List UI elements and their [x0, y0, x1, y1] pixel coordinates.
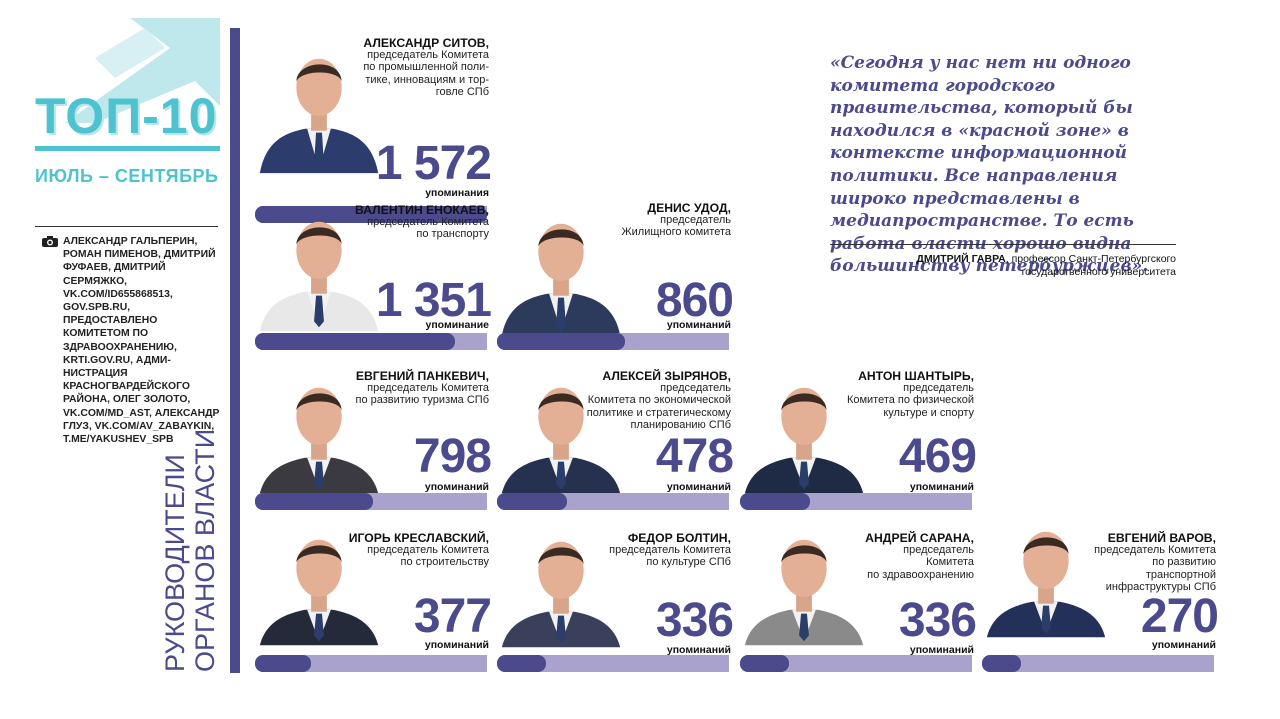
mention-bar-fill: [255, 206, 487, 223]
person-name: ЕВГЕНИЙ ВАРОВ,: [1107, 531, 1216, 545]
mention-bar-fill: [255, 333, 455, 350]
mention-count: 336: [898, 594, 977, 647]
title-underline: [35, 146, 220, 151]
mention-count: 478: [655, 430, 734, 483]
mention-count: 270: [1140, 590, 1219, 643]
mention-bar: [740, 493, 972, 510]
person-card: ДЕНИС УДОД, председатель Жилищного комите…: [497, 201, 734, 361]
mention-bar: [982, 655, 1214, 672]
mention-bar: [740, 655, 972, 672]
person-photo: [501, 387, 621, 494]
person-role: председатель Комитета по развитию трансп…: [1094, 544, 1216, 594]
section-divider-bar: [230, 28, 240, 673]
person-name: АЛЕКСЕЙ ЗЫРЯНОВ,: [602, 369, 731, 383]
mention-bar: [497, 655, 729, 672]
rising-arrow-graphic: [65, 18, 220, 123]
person-card: АЛЕКСЕЙ ЗЫРЯНОВ, председатель Комитета по…: [497, 369, 734, 529]
mention-bar: [255, 493, 487, 510]
mention-bar-fill: [982, 655, 1021, 672]
mention-bar: [255, 206, 487, 223]
person-card: ФЕДОР БОЛТИН, председатель Комитета по ку…: [497, 531, 734, 691]
mention-bar-fill: [255, 493, 373, 510]
mention-count: 469: [898, 430, 977, 483]
person-name: ЕВГЕНИЙ ПАНКЕВИЧ,: [355, 369, 489, 383]
person-role: председатель Комитета по промышленной по…: [363, 49, 489, 99]
credits-divider: [35, 226, 218, 227]
mention-label: упоминаний: [666, 481, 731, 493]
person-card: ИГОРЬ КРЕСЛАВСКИЙ, председатель Комитета …: [255, 531, 492, 691]
person-name: ФЕДОР БОЛТИН,: [627, 531, 731, 545]
mention-count: 1 572: [375, 137, 492, 190]
quote-author-role: , профессор Санкт-Петербургского государ…: [1005, 253, 1176, 278]
person-photo: [259, 387, 379, 494]
person-name: АНТОН ШАНТЫРЬ,: [858, 369, 974, 383]
person-role: председатель Комитета по развитию туризм…: [355, 382, 490, 407]
person-card: АНДРЕЙ САРАНА, председатель Комитета по з…: [740, 531, 977, 691]
mention-bar-fill: [740, 493, 810, 510]
mention-bar: [497, 333, 729, 350]
mention-bar-fill: [740, 655, 789, 672]
person-photo: [259, 58, 379, 174]
mention-bar-fill: [497, 655, 546, 672]
mention-label: упоминаний: [1151, 639, 1216, 651]
quote-attribution: ДМИТРИЙ ГАВРА, профессор Санкт-Петербург…: [830, 253, 1176, 279]
person-photo: [744, 387, 864, 494]
person-photo: [744, 539, 864, 646]
mention-bar: [497, 493, 729, 510]
person-role: председатель Жилищного комитета: [621, 214, 731, 239]
person-card: АЛЕКСАНДР СИТОВ, председатель Комитета по…: [255, 36, 492, 223]
person-role: председатель Комитета по физической куль…: [846, 382, 974, 419]
mention-label: упоминаний: [424, 639, 489, 651]
mention-count: 1 351: [375, 274, 492, 327]
mention-bar-fill: [255, 655, 311, 672]
person-name: АНДРЕЙ САРАНА,: [865, 531, 974, 545]
mention-bar-fill: [497, 493, 567, 510]
person-role: председатель Комитета по культуре СПб: [609, 544, 731, 569]
person-card: ЕВГЕНИЙ ПАНКЕВИЧ, председатель Комитета п…: [255, 369, 492, 529]
mention-count: 377: [413, 590, 492, 643]
mention-bar-fill: [497, 333, 625, 350]
person-role: председатель Комитета по здравоохранению: [867, 544, 974, 581]
person-card: АНТОН ШАНТЫРЬ, председатель Комитета по ф…: [740, 369, 977, 529]
section-title-line1: РУКОВОДИТЕЛИ: [160, 454, 190, 672]
mention-count: 798: [413, 430, 492, 483]
mention-label: упоминаний: [666, 644, 731, 656]
mention-label: упоминаний: [909, 644, 974, 656]
mention-label: упоминания: [425, 187, 489, 199]
mention-label: упоминание: [425, 319, 490, 331]
period-label: ИЮЛЬ – СЕНТЯБРЬ: [35, 166, 219, 186]
person-role: председатель Комитета по транспорту: [367, 216, 489, 241]
person-card: ЕВГЕНИЙ ВАРОВ, председатель Комитета по р…: [982, 531, 1219, 691]
mention-label: упоминаний: [666, 319, 731, 331]
person-role: председатель Комитета по строительству: [367, 544, 489, 569]
person-name: ИГОРЬ КРЕСЛАВСКИЙ,: [348, 531, 489, 545]
mention-label: упоминаний: [424, 481, 489, 493]
person-name: ДЕНИС УДОД,: [647, 201, 731, 215]
person-photo: [259, 221, 379, 332]
person-card: ВАЛЕНТИН ЕНОКАЕВ, председатель Комитета п…: [255, 203, 492, 363]
camera-icon: [42, 236, 58, 247]
person-role: председатель Комитета по экономической п…: [586, 382, 731, 432]
mention-count: 336: [655, 594, 734, 647]
quote-author: ДМИТРИЙ ГАВРА: [916, 253, 1006, 265]
person-photo: [986, 531, 1106, 638]
person-name: ВАЛЕНТИН ЕНОКАЕВ,: [355, 203, 489, 217]
mention-bar: [255, 655, 487, 672]
quote-divider: [830, 244, 1176, 245]
mention-bar: [255, 333, 487, 350]
section-title: РУКОВОДИТЕЛИ ОРГАНОВ ВЛАСТИ: [160, 429, 220, 672]
mention-label: упоминаний: [909, 481, 974, 493]
mention-count: 860: [655, 274, 734, 327]
person-photo: [501, 541, 621, 648]
quote-text: «Сегодня у нас нет ни одного коми­тета г…: [830, 53, 1149, 277]
person-photo: [501, 223, 621, 336]
photo-credits: АЛЕКСАНДР ГАЛЬПЕРИН, РОМАН ПИМЕНОВ, ДМИТ…: [63, 236, 220, 446]
section-title-line2: ОРГАНОВ ВЛАСТИ: [190, 428, 220, 672]
page-title: ТОП-10: [35, 88, 218, 144]
person-photo: [259, 539, 379, 646]
person-name: АЛЕКСАНДР СИТОВ,: [363, 36, 489, 50]
